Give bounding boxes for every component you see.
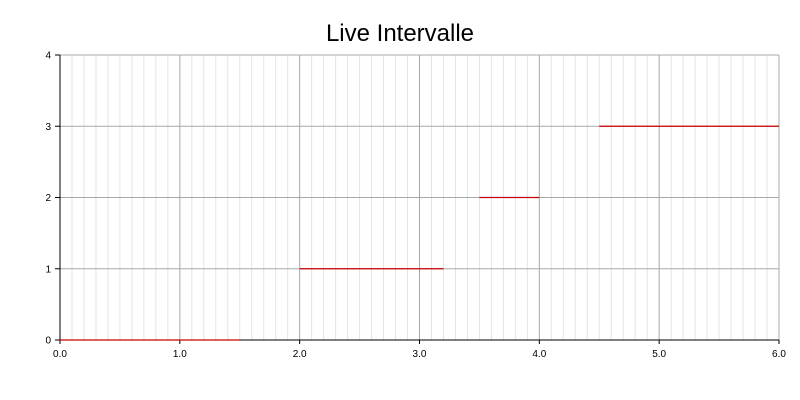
x-tick-labels: 0.0 1.0 2.0 3.0 4.0 5.0 6.0 xyxy=(53,349,786,360)
y-tick-label: 4 xyxy=(45,51,51,62)
x-tick-label: 2.0 xyxy=(293,349,307,360)
y-tick-label: 2 xyxy=(45,193,51,204)
x-tick-label: 1.0 xyxy=(173,349,187,360)
x-tick-label: 5.0 xyxy=(652,349,666,360)
x-tick-label: 3.0 xyxy=(413,349,427,360)
y-tick-labels: 0 1 2 3 4 xyxy=(45,51,51,347)
y-tick-label: 3 xyxy=(45,122,51,133)
x-tick-label: 6.0 xyxy=(772,349,786,360)
y-tick-label: 0 xyxy=(45,336,51,347)
y-tick-label: 1 xyxy=(45,264,51,275)
chart-title: Live Intervalle xyxy=(325,20,475,47)
interval-series xyxy=(60,125,779,341)
axes xyxy=(55,54,780,344)
x-tick-label: 0.0 xyxy=(53,349,67,360)
x-tick-label: 4.0 xyxy=(532,349,546,360)
